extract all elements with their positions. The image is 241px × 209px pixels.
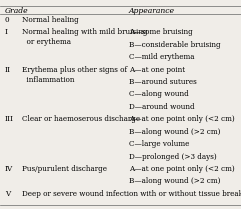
Text: A—at one point: A—at one point <box>129 66 185 74</box>
Text: D—around wound: D—around wound <box>129 103 194 111</box>
Text: C—along wound: C—along wound <box>129 90 189 98</box>
Text: IV: IV <box>5 165 13 173</box>
Text: Appearance: Appearance <box>129 7 175 15</box>
Text: B—along wound (>2 cm): B—along wound (>2 cm) <box>129 177 221 185</box>
Text: III: III <box>5 115 14 123</box>
Text: D—prolonged (>3 days): D—prolonged (>3 days) <box>129 153 217 161</box>
Text: C—large volume: C—large volume <box>129 140 189 148</box>
Text: B—along wound (>2 cm): B—along wound (>2 cm) <box>129 128 221 136</box>
Text: B—around sutures: B—around sutures <box>129 78 197 86</box>
Text: Clear or haemoserous discharge: Clear or haemoserous discharge <box>22 115 140 123</box>
Text: Deep or severe wound infection with or without tissue breakdown;: Deep or severe wound infection with or w… <box>22 190 241 198</box>
Text: A—some bruising: A—some bruising <box>129 28 193 36</box>
Text: II: II <box>5 66 11 74</box>
Text: B—considerable bruising: B—considerable bruising <box>129 41 221 49</box>
Text: I: I <box>5 28 8 36</box>
Text: V: V <box>5 190 10 198</box>
Text: Pus/purulent discharge: Pus/purulent discharge <box>22 165 107 173</box>
Text: Grade: Grade <box>5 7 28 15</box>
Text: 0: 0 <box>5 16 9 24</box>
Text: Normal healing: Normal healing <box>22 16 78 24</box>
Text: A—at one point only (<2 cm): A—at one point only (<2 cm) <box>129 165 235 173</box>
Text: C—mild erythema: C—mild erythema <box>129 53 194 61</box>
Text: Normal healing with mild bruising
  or erythema: Normal healing with mild bruising or ery… <box>22 28 147 46</box>
Text: A—at one point only (<2 cm): A—at one point only (<2 cm) <box>129 115 235 123</box>
Text: Erythema plus other signs of
  inflammation: Erythema plus other signs of inflammatio… <box>22 66 127 84</box>
